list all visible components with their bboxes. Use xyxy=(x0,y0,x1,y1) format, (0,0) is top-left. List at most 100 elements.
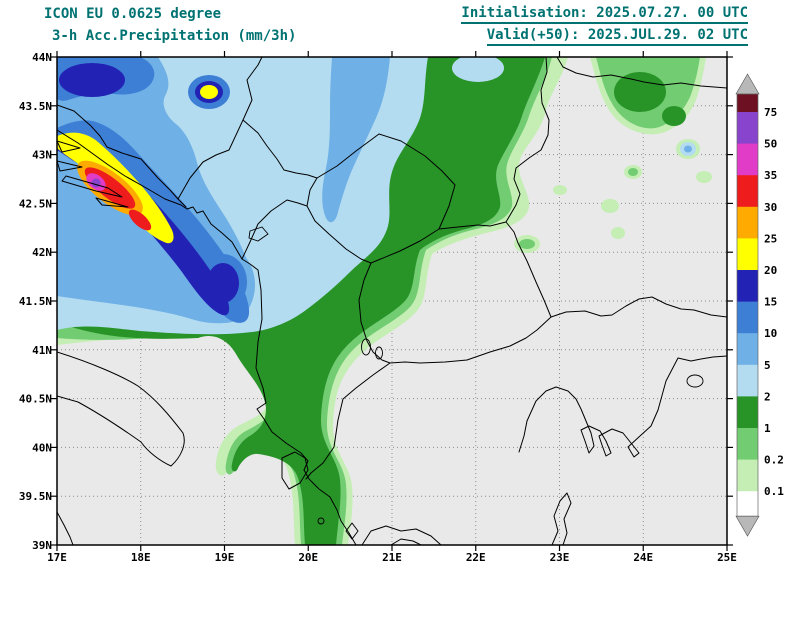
lon-label: 20E xyxy=(298,551,318,564)
precip-area xyxy=(601,199,619,213)
precip-area xyxy=(452,57,504,82)
colorbar-segment xyxy=(737,333,758,366)
colorbar-segment xyxy=(737,206,758,239)
colorbar-label: 75 xyxy=(764,106,777,119)
colorbar-label: 25 xyxy=(764,232,777,245)
precipitation-field xyxy=(57,57,712,545)
lat-label: 43.5N xyxy=(19,100,52,113)
lat-label: 40N xyxy=(32,441,52,454)
lon-label: 22E xyxy=(466,551,486,564)
corfu-island xyxy=(281,451,309,490)
lon-label: 21E xyxy=(382,551,402,564)
lon-label: 19E xyxy=(215,551,235,564)
calabria-coastline xyxy=(57,511,74,545)
precip-area xyxy=(128,209,152,231)
lon-label: 18E xyxy=(131,551,151,564)
island-outline xyxy=(61,175,123,198)
lat-label: 41.5N xyxy=(19,295,52,308)
colorbar-segment xyxy=(737,143,758,176)
colorbar-segment xyxy=(737,112,758,145)
border-montenegro-serbia xyxy=(242,119,318,179)
model-title: ICON EU 0.0625 degree xyxy=(44,6,222,22)
paxos-island xyxy=(317,517,325,525)
island-outline xyxy=(57,160,83,172)
init-time: Initialisation: 2025.07.27. 00 UTC xyxy=(461,5,748,24)
colorbar-arrow-down xyxy=(735,515,760,537)
colorbar-label: 0.1 xyxy=(764,485,784,498)
border-albania-kosovo xyxy=(306,205,372,264)
product-title: 3-h Acc.Precipitation (mm/3h) xyxy=(52,28,297,44)
colorbar-segment xyxy=(737,94,758,112)
lefkada-island xyxy=(345,522,359,540)
lat-label: 39N xyxy=(32,539,52,552)
precip-area xyxy=(322,57,390,223)
axis-labels: 44N 43.5N 43N 42.5N 42N 41.5N 41N 40.5N 40N 39.5N… xyxy=(19,51,737,564)
colorbar-segment xyxy=(737,491,758,517)
pelion-coastline xyxy=(551,492,572,545)
border-serbia-bulgaria xyxy=(505,57,550,223)
precip-area xyxy=(628,168,638,176)
country-borders xyxy=(57,57,727,545)
lake-skadar xyxy=(248,226,269,242)
precip-area xyxy=(59,63,125,97)
colorbar-label: 1 xyxy=(764,422,771,435)
kosovo-border xyxy=(316,133,456,264)
lat-label: 43N xyxy=(32,149,52,162)
border-albania-greece xyxy=(305,362,391,480)
border-bulgaria-greece xyxy=(550,296,727,318)
lat-label: 41N xyxy=(32,344,52,357)
colorbar-segment xyxy=(737,238,758,271)
lake-prespa xyxy=(375,346,383,360)
lon-label: 23E xyxy=(550,551,570,564)
thasos-island xyxy=(686,374,704,388)
aegean-coastline xyxy=(518,355,727,458)
precip-area xyxy=(200,85,218,99)
danube-border xyxy=(556,57,727,89)
border-macedonia-bulgaria xyxy=(505,221,552,318)
border-macedonia-greece xyxy=(389,316,552,364)
lon-label: 17E xyxy=(47,551,67,564)
colorbar-label: 2 xyxy=(764,390,771,403)
precip-area xyxy=(553,185,567,195)
precip-area xyxy=(614,72,666,112)
colorbar-segment xyxy=(737,301,758,334)
colorbar-label: 15 xyxy=(764,296,777,309)
axis-ticks xyxy=(51,51,733,551)
lat-label: 44N xyxy=(32,51,52,64)
precip-area xyxy=(519,239,535,249)
island-outline xyxy=(57,140,81,153)
colorbar-segment xyxy=(737,175,758,208)
precip-area xyxy=(696,171,712,183)
colorbar-label: 35 xyxy=(764,169,777,182)
colorbar-label: 10 xyxy=(764,327,777,340)
colorbar-segment xyxy=(737,459,758,492)
colorbar-segment xyxy=(737,270,758,303)
lat-label: 42N xyxy=(32,246,52,259)
colorbar-label: 30 xyxy=(764,201,777,214)
colorbar-segment xyxy=(737,396,758,429)
precip-area xyxy=(662,106,686,126)
precip-area xyxy=(207,263,239,303)
colorbar-label: 0.2 xyxy=(764,454,784,467)
patras-gulf-coastline xyxy=(390,538,422,545)
colorbar-segment xyxy=(737,364,758,397)
lon-label: 25E xyxy=(717,551,737,564)
colorbar-arrow-up xyxy=(735,73,760,95)
precip-area xyxy=(684,145,692,153)
lat-label: 39.5N xyxy=(19,490,52,503)
adriatic-coastline xyxy=(57,129,357,545)
valid-time: Valid(+50): 2025.JUL.29. 02 UTC xyxy=(486,27,748,46)
patras-gulf-coastline xyxy=(361,525,442,545)
border-montenegro-albania xyxy=(241,199,308,260)
colorbar-label: 20 xyxy=(764,264,777,277)
border-bih-croatia xyxy=(57,104,187,208)
colorbar-segment xyxy=(737,428,758,461)
border-serbia-macedonia xyxy=(438,221,507,230)
lake-ohrid xyxy=(361,338,371,356)
precip-area xyxy=(611,227,625,239)
colorbar-label: 5 xyxy=(764,359,771,372)
lat-label: 42.5N xyxy=(19,197,52,210)
colorbar-label: 50 xyxy=(764,138,777,151)
border-montenegro-kosovo xyxy=(306,177,318,207)
